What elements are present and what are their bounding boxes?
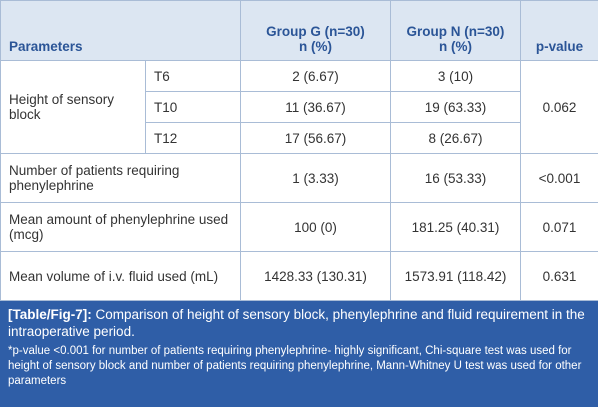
row: Height of sensory block T6 2 (6.67) 3 (1… xyxy=(1,61,598,92)
header-cell: p-value xyxy=(521,1,598,61)
header-line: n (%) xyxy=(399,39,512,54)
p-value-cell: 0.631 xyxy=(521,252,598,301)
header-cell: Group G (n=30)n (%) xyxy=(241,1,391,61)
caption-text: Comparison of height of sensory block, p… xyxy=(8,307,585,339)
p-value-cell: 0.071 xyxy=(521,203,598,252)
header-line: n (%) xyxy=(249,39,382,54)
header-line: Group N (n=30) xyxy=(399,24,512,39)
value-cell: 1573.91 (118.42) xyxy=(391,252,521,301)
parameter-cell: Mean amount of phenylephrine used (mcg) xyxy=(1,203,241,252)
value-cell: 2 (6.67) xyxy=(241,61,391,92)
level-cell: T12 xyxy=(146,123,241,154)
parameter-cell: Height of sensory block xyxy=(1,61,146,154)
value-cell: 3 (10) xyxy=(391,61,521,92)
row: Number of patients requiring phenylephri… xyxy=(1,154,598,203)
p-value-cell: <0.001 xyxy=(521,154,598,203)
caption-label: [Table/Fig-7]: xyxy=(8,307,92,322)
header-row: Parameters Group G (n=30)n (%) Group N (… xyxy=(1,1,598,61)
header-line: Group G (n=30) xyxy=(249,24,382,39)
p-value-cell: 0.062 xyxy=(521,61,598,154)
value-cell: 1428.33 (130.31) xyxy=(241,252,391,301)
caption-footnote: *p-value <0.001 for number of patients r… xyxy=(8,344,590,389)
value-cell: 11 (36.67) xyxy=(241,92,391,123)
caption: [Table/Fig-7]: Comparison of height of s… xyxy=(0,301,598,407)
row: Mean amount of phenylephrine used (mcg) … xyxy=(1,203,598,252)
value-cell: 17 (56.67) xyxy=(241,123,391,154)
caption-main: [Table/Fig-7]: Comparison of height of s… xyxy=(8,306,590,340)
parameter-cell: Mean volume of i.v. fluid used (mL) xyxy=(1,252,241,301)
value-cell: 1 (3.33) xyxy=(241,154,391,203)
header-cell: Group N (n=30)n (%) xyxy=(391,1,521,61)
level-cell: T6 xyxy=(146,61,241,92)
row: Mean volume of i.v. fluid used (mL) 1428… xyxy=(1,252,598,301)
level-cell: T10 xyxy=(146,92,241,123)
results-table: Parameters Group G (n=30)n (%) Group N (… xyxy=(0,0,598,301)
header-cell: Parameters xyxy=(1,1,241,61)
value-cell: 181.25 (40.31) xyxy=(391,203,521,252)
parameter-cell: Number of patients requiring phenylephri… xyxy=(1,154,241,203)
value-cell: 19 (63.33) xyxy=(391,92,521,123)
value-cell: 100 (0) xyxy=(241,203,391,252)
value-cell: 16 (53.33) xyxy=(391,154,521,203)
value-cell: 8 (26.67) xyxy=(391,123,521,154)
